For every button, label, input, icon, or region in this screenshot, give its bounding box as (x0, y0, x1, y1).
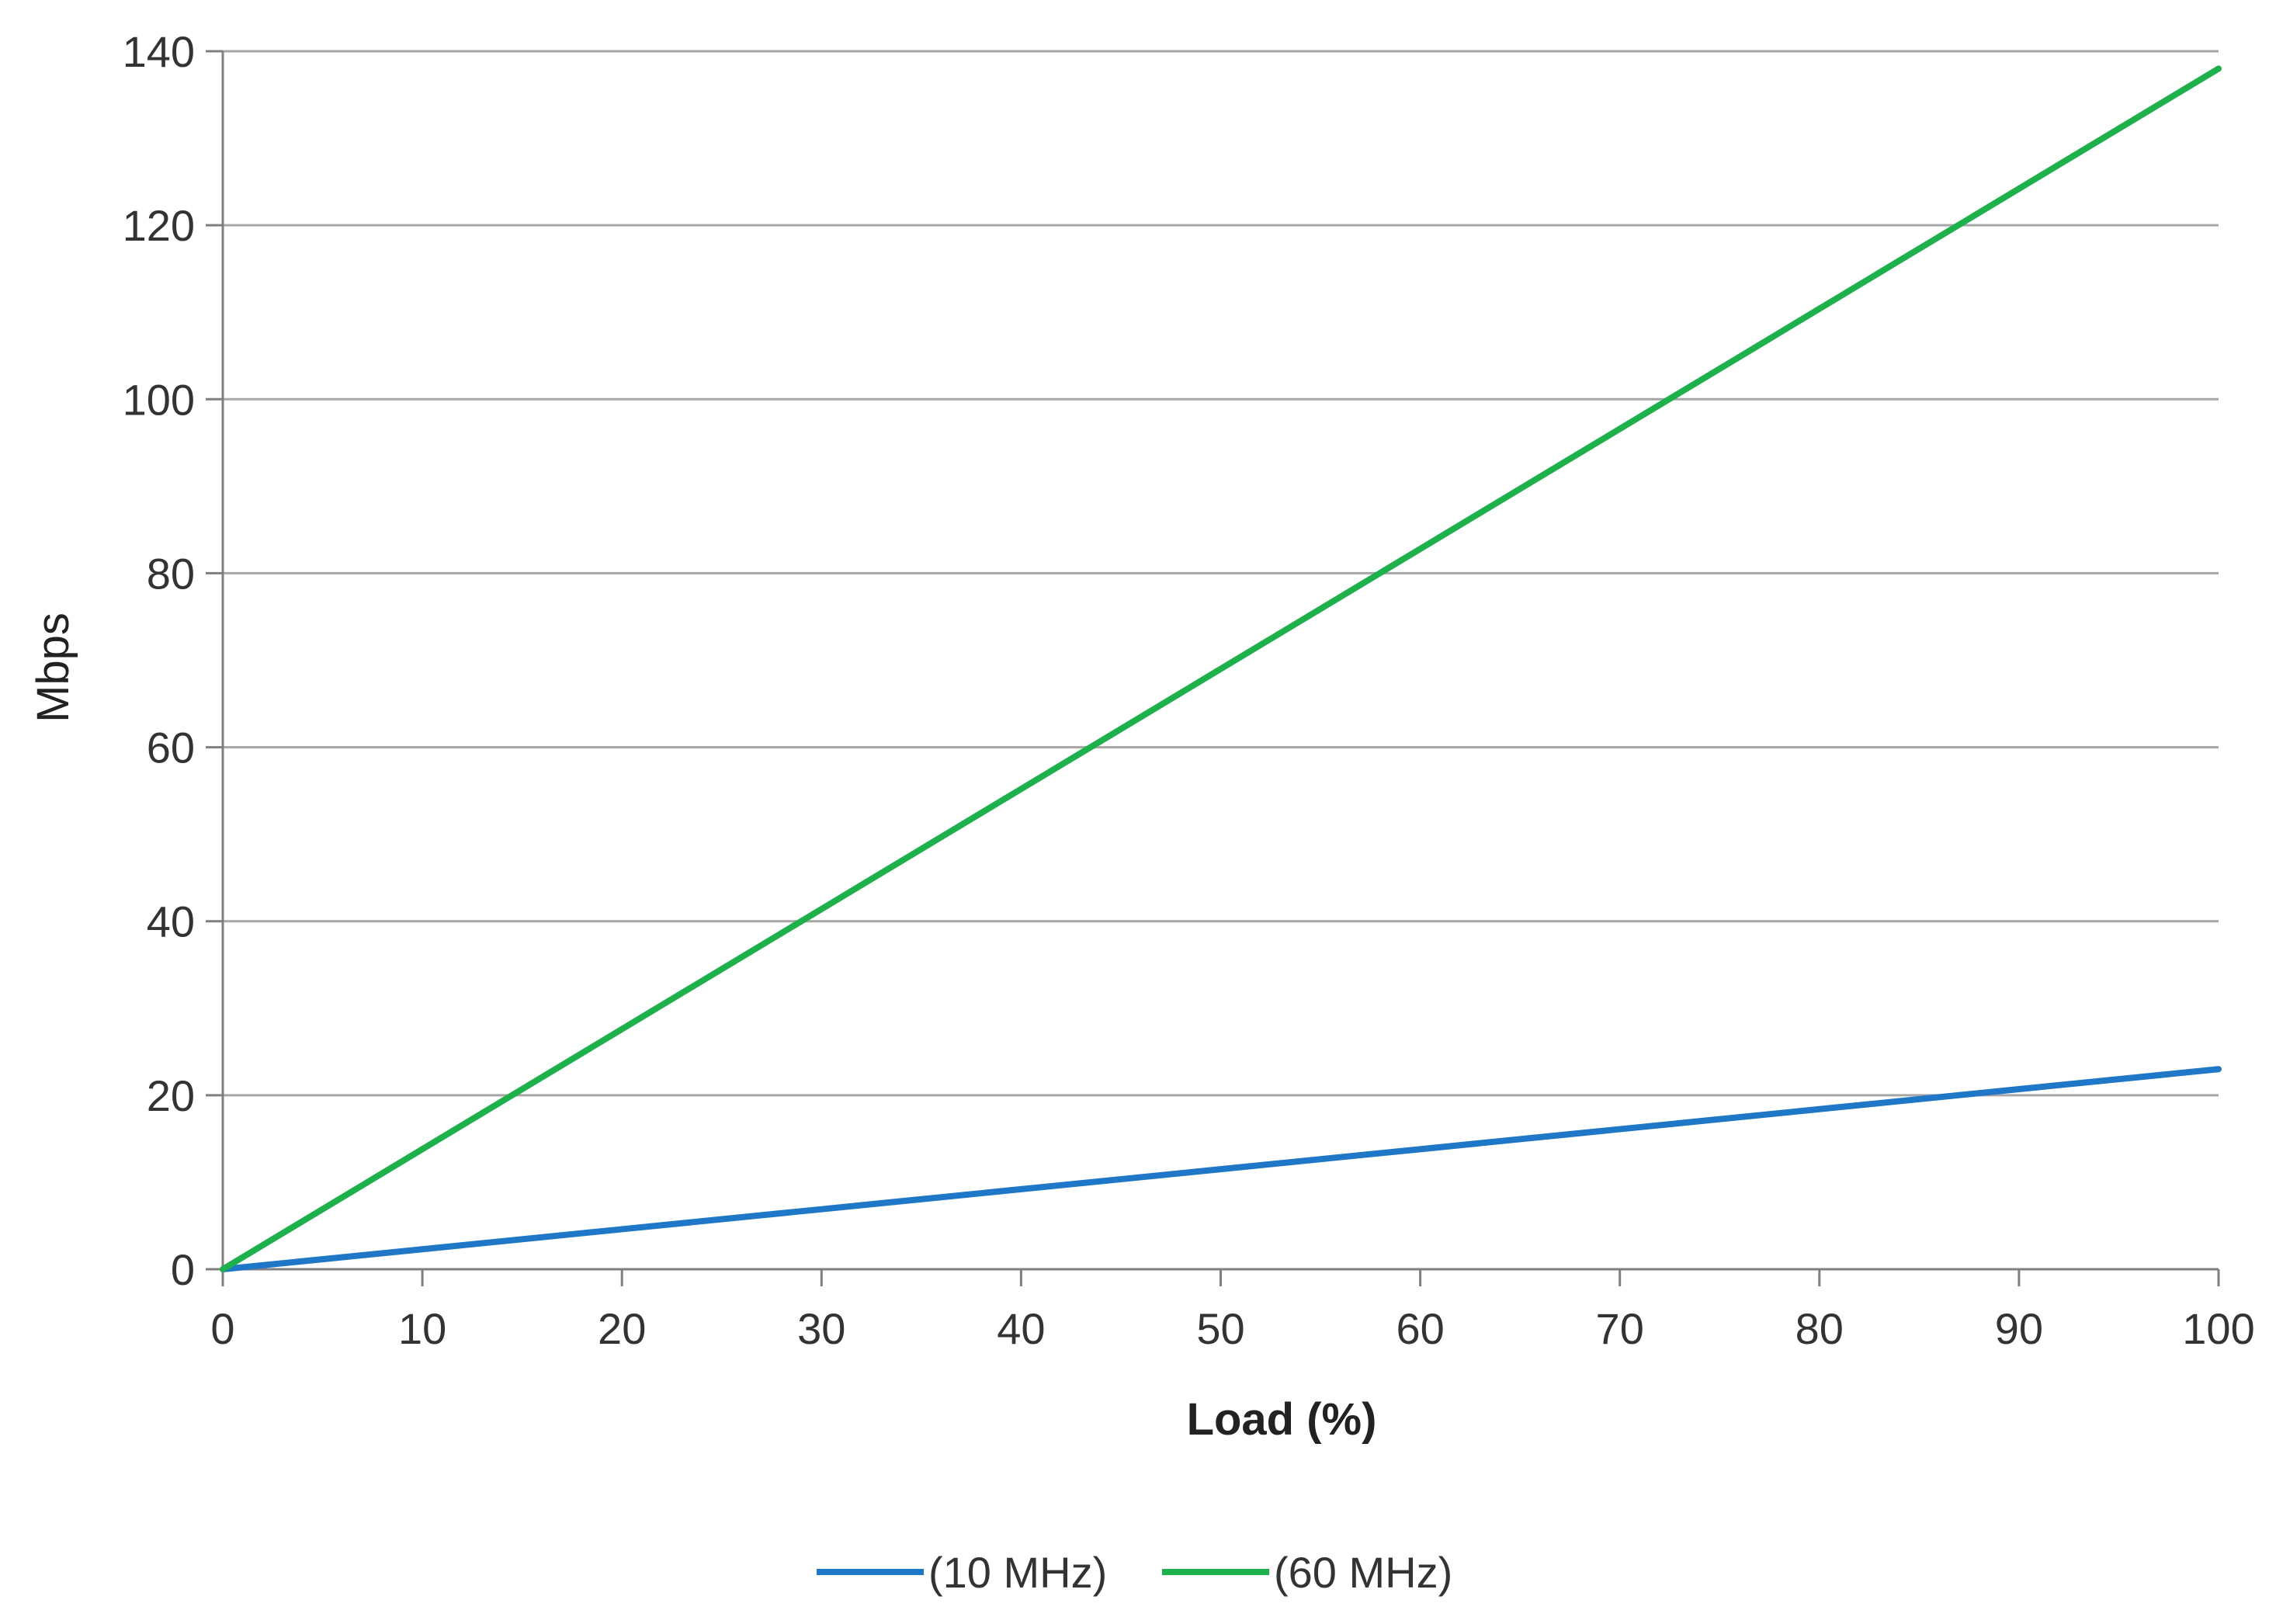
legend: (10 MHz) (60 MHz) (817, 1548, 1452, 1597)
x-tick-label: 50 (1196, 1304, 1244, 1353)
y-tick-label: 100 (123, 375, 195, 424)
x-tick-label: 60 (1396, 1304, 1444, 1353)
x-tick-label: 10 (398, 1304, 446, 1353)
x-tick-label: 0 (210, 1304, 234, 1353)
y-tick-label: 0 (171, 1245, 195, 1294)
y-axis-title: Mbps (28, 612, 78, 723)
y-tick-label: 20 (147, 1071, 195, 1120)
legend-label-1: (10 MHz) (928, 1548, 1107, 1597)
series-line-2 (220, 65, 2222, 1272)
y-tick-label: 40 (147, 897, 195, 946)
series-line-1 (220, 1066, 2222, 1272)
series-lines (220, 65, 2222, 1272)
y-tick-label: 80 (147, 549, 195, 598)
x-tick-labels: 0 10 20 30 40 50 60 70 80 90 100 (210, 1304, 2254, 1353)
x-tick-label: 90 (1995, 1304, 2043, 1353)
x-axis-title: Load (%) (1187, 1394, 1377, 1445)
x-tick-label: 80 (1795, 1304, 1844, 1353)
y-tick-label: 140 (123, 27, 195, 76)
x-tick-label: 30 (797, 1304, 845, 1353)
x-tick-label: 40 (997, 1304, 1045, 1353)
y-tick-label: 60 (147, 724, 195, 772)
gridlines (223, 50, 2219, 1097)
x-tick-label: 20 (598, 1304, 646, 1353)
y-tick-label: 120 (123, 201, 195, 250)
legend-label-2: (60 MHz) (1274, 1548, 1452, 1597)
axes (206, 50, 2220, 1286)
y-tick-labels: 0 20 40 60 80 100 120 140 (123, 27, 195, 1294)
x-tick-label: 70 (1596, 1304, 1644, 1353)
x-tick-label: 100 (2182, 1304, 2254, 1353)
